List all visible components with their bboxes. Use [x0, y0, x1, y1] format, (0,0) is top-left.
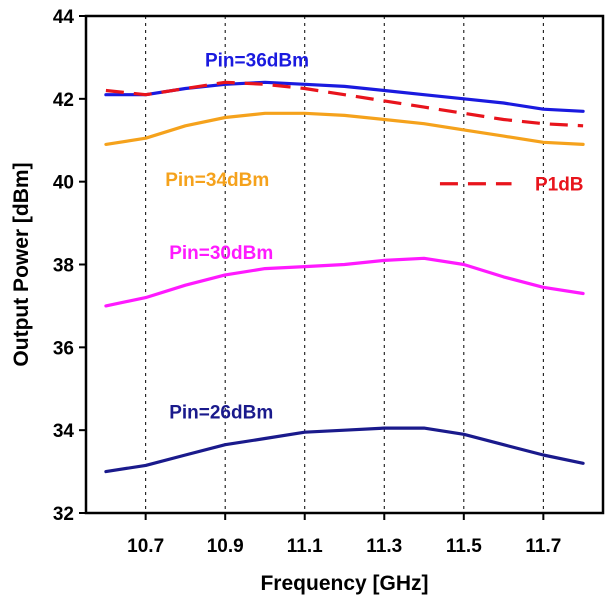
series-line-pin-30dbm [104, 256, 585, 308]
y-tick-label: 32 [53, 504, 74, 525]
series-labels: Pin=36dBm Pin=34dBm Pin=30dBm Pin=26dBm P1dB [165, 50, 583, 423]
x-tick-label: 11.1 [287, 536, 323, 557]
y-tick-label: 34 [53, 421, 75, 442]
y-tick-label: 40 [53, 173, 74, 194]
series-line-pin-36dbm [104, 80, 585, 113]
axis-ticks: 32 34 36 38 40 42 44 10.7 10.9 11.1 11.3 11.5 11.7 [53, 7, 561, 557]
x-tick-label: 11.7 [525, 536, 561, 557]
y-tick-label: 44 [53, 7, 75, 28]
series-label: Pin=30dBm [169, 243, 273, 264]
y-tick-label: 42 [53, 90, 74, 111]
series-line-pin-26dbm [104, 426, 585, 474]
x-axis-label: Frequency [GHz] [260, 572, 428, 595]
series-line-pin-34dbm [104, 111, 585, 146]
series-label: P1dB [535, 175, 584, 196]
grid-lines [145, 16, 544, 513]
series-line-p1db [105, 80, 584, 128]
y-tick-label: 36 [53, 338, 74, 359]
x-tick-label: 11.3 [366, 536, 402, 557]
series-label: Pin=26dBm [169, 403, 273, 424]
x-tick-label: 10.9 [207, 536, 244, 557]
series-label: Pin=36dBm [205, 50, 309, 71]
y-tick-label: 38 [53, 256, 74, 277]
series-lines [104, 80, 585, 474]
y-axis-label: Output Power [dBm] [10, 162, 33, 366]
series-label: Pin=34dBm [165, 170, 269, 191]
x-tick-label: 11.5 [446, 536, 482, 557]
x-tick-label: 10.7 [127, 536, 164, 557]
